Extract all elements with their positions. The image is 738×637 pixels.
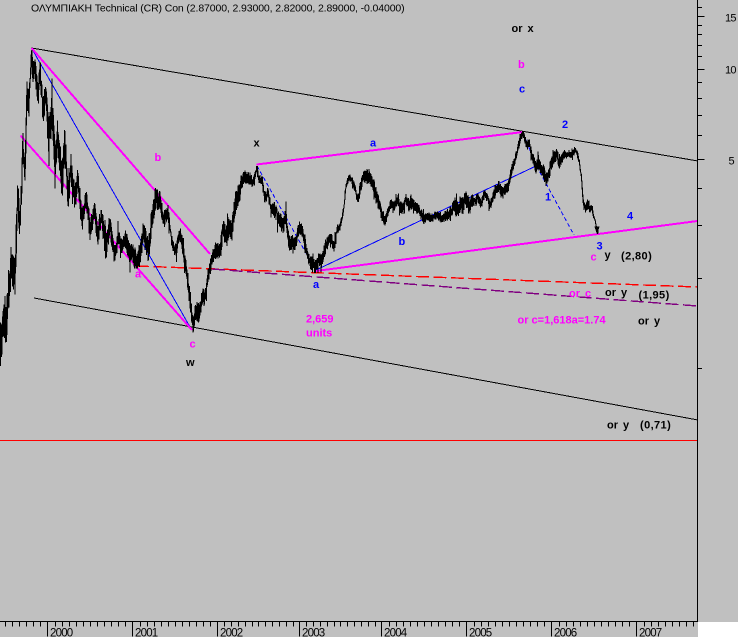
svg-text:units: units [306,328,332,340]
svg-text:b: b [518,59,525,71]
svg-text:2004: 2004 [384,628,408,637]
svg-text:x: x [254,138,261,150]
svg-text:2002: 2002 [220,628,243,637]
svg-text:10: 10 [725,65,736,77]
svg-text:y: y [605,250,612,262]
svg-text:or c: or c [569,288,591,300]
svg-text:or x: or x [512,23,535,35]
svg-text:2,659: 2,659 [306,314,334,326]
svg-text:b: b [155,152,162,164]
svg-text:c: c [190,339,196,351]
svg-text:or y: or y [605,287,628,299]
svg-text:1: 1 [545,192,551,204]
svg-text:2001: 2001 [135,628,158,637]
svg-text:5: 5 [729,156,735,168]
svg-text:3: 3 [597,241,603,253]
svg-text:2000: 2000 [50,628,73,637]
svg-text:(2,80): (2,80) [621,251,652,263]
svg-text:or c=1,618a=1.74: or c=1,618a=1.74 [518,315,607,327]
svg-text:a: a [135,269,142,281]
svg-text:a: a [313,279,320,291]
svg-text:15: 15 [725,13,736,25]
svg-text:2003: 2003 [302,628,325,637]
svg-text:c: c [591,252,597,264]
svg-text:ΟΛΥΜΠΙΑΚΗ Technical (CR) Con (: ΟΛΥΜΠΙΑΚΗ Technical (CR) Con (2.87000, 2… [31,3,405,15]
svg-text:2006: 2006 [554,628,577,637]
svg-text:2: 2 [562,119,568,131]
svg-text:or y: or y [638,316,661,328]
svg-text:2005: 2005 [469,628,492,637]
svg-text:b: b [399,236,406,248]
svg-text:a: a [370,138,377,150]
svg-text:(0,71): (0,71) [640,420,671,432]
svg-text:or y: or y [607,420,630,432]
svg-text:4: 4 [627,211,634,223]
svg-text:w: w [185,357,195,369]
svg-text:2007: 2007 [639,628,662,637]
svg-text:(1,95): (1,95) [639,290,670,302]
svg-text:c: c [519,84,525,96]
